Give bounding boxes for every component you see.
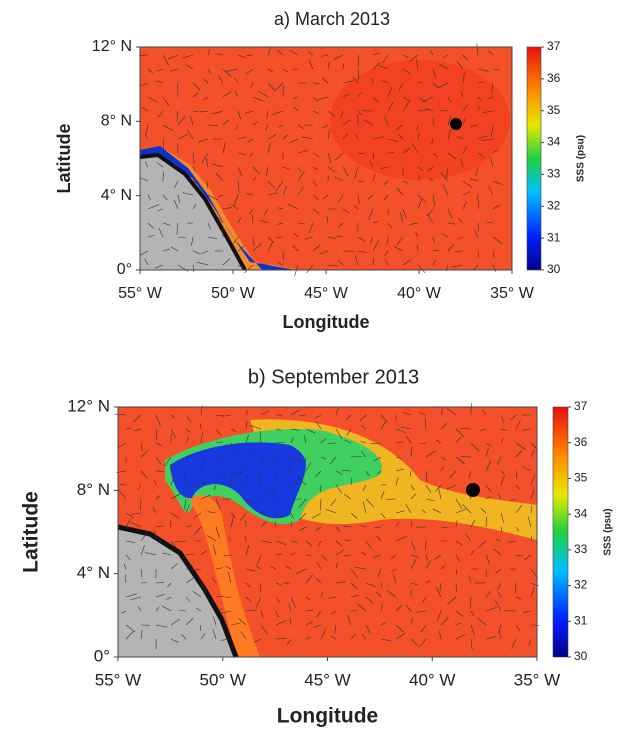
colorbar-tick-label: 37 (574, 399, 588, 413)
colorbar-tick-label: 33 (547, 167, 561, 181)
x-tick-label: 45° W (304, 285, 349, 302)
colorbar-tick-label: 32 (574, 578, 588, 592)
y-axis-label: Latitude (20, 491, 43, 573)
x-tick-label: 50° W (211, 285, 256, 302)
panel-title: b) September 2013 (248, 366, 419, 388)
y-tick-label: 8° N (101, 113, 132, 130)
colorbar-tick-label: 33 (574, 542, 588, 556)
panel-title: a) March 2013 (274, 9, 390, 29)
colorbar-tick-label: 30 (547, 262, 561, 276)
colorbar-tick-label: 34 (547, 135, 561, 149)
x-axis-label: Longitude (277, 705, 378, 728)
y-axis-label: Latitude (54, 124, 74, 194)
x-tick-label: 45° W (304, 670, 350, 689)
colorbar-tick-label: 35 (547, 103, 561, 117)
x-tick-label: 50° W (200, 670, 246, 689)
colorbar-tick-label: 31 (574, 613, 588, 627)
y-tick-label: 0° (94, 646, 110, 665)
colorbar-tick-label: 35 (574, 471, 588, 485)
colorbar (553, 407, 568, 657)
y-tick-label: 4° N (77, 563, 110, 582)
y-tick-label: 4° N (101, 187, 132, 204)
colorbar-tick-label: 34 (574, 506, 588, 520)
x-axis-label: Longitude (283, 312, 370, 332)
x-tick-label: 35° W (514, 670, 560, 689)
y-tick-label: 12° N (67, 396, 110, 415)
y-tick-label: 0° (117, 261, 132, 278)
x-tick-label: 35° W (490, 285, 535, 302)
colorbar-tick-label: 36 (547, 71, 561, 85)
y-tick-label: 12° N (92, 38, 132, 55)
colorbar-tick-label: 30 (574, 649, 588, 663)
x-tick-label: 55° W (118, 285, 163, 302)
colorbar-tick-label: 37 (547, 39, 561, 53)
colorbar-tick-label: 36 (574, 435, 588, 449)
sss-field-b (118, 407, 537, 657)
y-tick-label: 8° N (77, 480, 110, 499)
x-tick-label: 40° W (397, 285, 442, 302)
colorbar-label: SSS (psu) (576, 135, 587, 182)
x-tick-label: 40° W (409, 670, 455, 689)
colorbar-tick-label: 32 (547, 198, 561, 212)
colorbar-tick-label: 31 (547, 230, 561, 244)
x-tick-label: 55° W (95, 670, 141, 689)
colorbar-label: SSS (psu) (603, 508, 614, 555)
colorbar (527, 47, 541, 270)
